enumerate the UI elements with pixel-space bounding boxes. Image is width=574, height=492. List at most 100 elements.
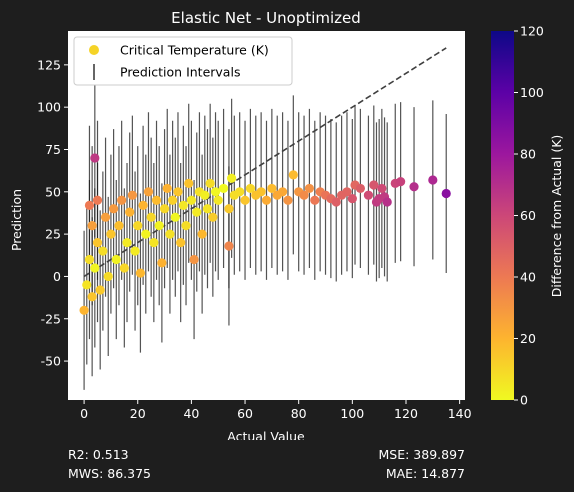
metric-mae: MAE: 14.877 — [386, 466, 465, 481]
scatter-point — [409, 182, 419, 192]
scatter-point — [146, 212, 156, 222]
scatter-point — [213, 195, 223, 205]
scatter-point — [117, 195, 127, 205]
scatter-point — [277, 187, 288, 197]
scatter-point — [82, 280, 92, 290]
scatter-point — [200, 190, 210, 200]
metric-mse-value: 389.897 — [413, 447, 465, 462]
x-tick-label: 120 — [394, 406, 418, 421]
scatter-point — [135, 268, 146, 278]
scatter-point — [130, 246, 140, 256]
scatter-point — [168, 195, 178, 205]
scatter-point — [227, 173, 237, 183]
scatter-point — [428, 175, 438, 185]
x-tick-label: 100 — [340, 406, 364, 421]
scatter-point — [181, 221, 191, 231]
scatter-point — [114, 221, 124, 231]
colorbar-tick-label: 100 — [520, 85, 544, 100]
scatter-point — [138, 200, 148, 210]
scatter-point — [79, 305, 89, 315]
scatter-point — [310, 195, 320, 205]
scatter-point — [441, 188, 451, 199]
scatter-point — [133, 221, 143, 231]
scatter-point — [119, 263, 129, 273]
scatter-point — [396, 177, 406, 187]
x-axis: 0 20 40 60 80 100 120 140 — [80, 400, 472, 421]
scatter-point — [143, 187, 154, 197]
scatter-point — [184, 178, 194, 188]
scatter-point — [240, 195, 250, 205]
scatter-point — [106, 229, 116, 239]
scatter-point — [224, 204, 234, 214]
x-tick-label: 40 — [183, 406, 199, 421]
scatter-point — [125, 207, 135, 217]
scatter-point — [197, 229, 207, 239]
scatter-point — [208, 212, 218, 222]
legend-label-prediction-intervals: Prediction Intervals — [120, 65, 240, 80]
y-tick-label: -25 — [41, 311, 61, 326]
colorbar-tick-label: 0 — [520, 393, 528, 408]
scatter-point — [347, 193, 357, 204]
colorbar — [491, 31, 514, 400]
scatter-point — [87, 292, 97, 302]
scatter-point — [377, 183, 387, 194]
metric-r2-value: 0.513 — [92, 447, 129, 462]
scatter-point — [304, 183, 315, 194]
scatter-point — [245, 183, 256, 194]
colorbar-ticks: 0 20 40 60 80 100 120 — [514, 24, 544, 408]
scatter-point — [90, 153, 100, 163]
scatter-point — [127, 190, 137, 200]
scatter-point — [92, 237, 103, 248]
legend-marker-critical-temperature — [89, 45, 99, 55]
metric-mse-label: MSE: — [378, 447, 414, 462]
scatter-point — [95, 285, 105, 295]
scatter-point — [103, 271, 113, 282]
scatter-point — [165, 229, 175, 239]
scatter-point — [109, 204, 119, 214]
colorbar-tick-label: 40 — [520, 270, 536, 285]
y-tick-label: 100 — [37, 100, 61, 115]
scatter-point — [170, 212, 180, 222]
scatter-point — [111, 254, 121, 265]
scatter-point — [299, 190, 309, 200]
metric-mae-label: MAE: — [385, 466, 422, 481]
scatter-point — [189, 254, 199, 265]
scatter-point — [178, 200, 188, 210]
scatter-point — [261, 195, 272, 205]
colorbar-tick-label: 80 — [520, 147, 536, 162]
reference-line — [83, 47, 447, 278]
scatter-point — [224, 241, 234, 251]
scatter-point — [369, 180, 379, 190]
scatter-point — [84, 254, 95, 265]
metric-r2-label: R2: — [68, 447, 93, 462]
scatter-point — [210, 187, 221, 197]
y-axis: -50 -25 0 25 50 75 100 125 — [37, 57, 68, 369]
scatter-point — [90, 263, 100, 273]
scatter-point — [162, 183, 172, 194]
scatter-point — [151, 195, 162, 205]
scatter-point — [92, 195, 103, 205]
metric-mae-value: 14.877 — [421, 466, 465, 481]
scatter-point — [355, 183, 365, 194]
scatter-point — [382, 197, 392, 207]
y-tick-label: 50 — [45, 184, 61, 199]
x-tick-label: 20 — [130, 406, 146, 421]
colorbar-tick-label: 120 — [520, 24, 544, 39]
scatter-point — [159, 204, 170, 214]
legend-label-critical-temperature: Critical Temperature (K) — [120, 43, 269, 58]
scatter-point — [342, 187, 352, 197]
scatter-point — [235, 187, 245, 197]
chart: Elastic Net - Unoptimized 0 20 40 60 80 100 12… — [9, 9, 564, 440]
scatter-point — [84, 200, 95, 210]
metric-mws-value: 86.375 — [107, 466, 152, 481]
metric-r2: R2: 0.513 — [68, 447, 129, 462]
legend-box — [73, 36, 293, 86]
scatter-point — [283, 195, 293, 205]
x-tick-label: 0 — [80, 406, 88, 421]
scatter-point — [154, 221, 164, 231]
scatter-point — [331, 197, 341, 207]
metric-mws-label: MWS: — [68, 466, 108, 481]
x-tick-label: 80 — [291, 406, 307, 421]
y-tick-label: 25 — [45, 227, 61, 242]
